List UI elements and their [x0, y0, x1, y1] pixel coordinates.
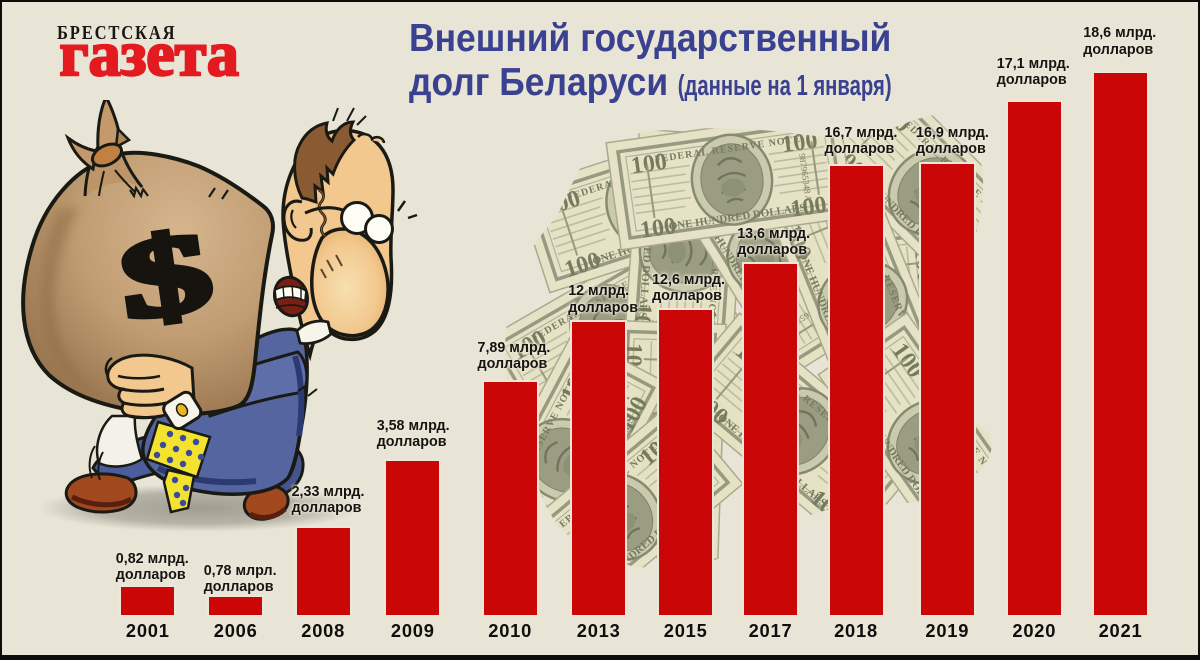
svg-text:$: $ — [112, 208, 219, 343]
